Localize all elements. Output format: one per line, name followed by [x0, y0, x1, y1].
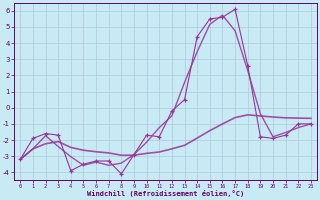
X-axis label: Windchill (Refroidissement éolien,°C): Windchill (Refroidissement éolien,°C) [87, 190, 244, 197]
